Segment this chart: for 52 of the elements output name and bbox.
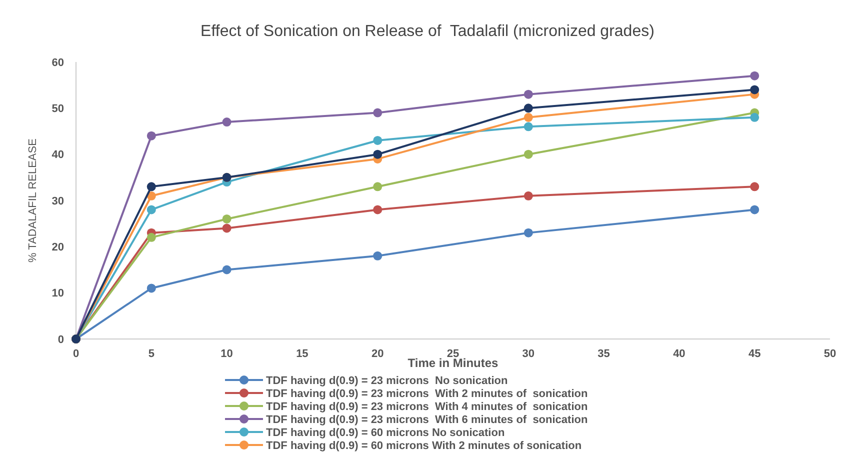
legend-label: TDF having d(0.9) = 23 microns No sonication: [266, 374, 508, 387]
point: [524, 112, 533, 122]
x-tick-label: 50: [824, 348, 836, 360]
x-tick-label: 40: [673, 348, 686, 360]
chart-title: Effect of Sonication on Release of Tadalafil (micronized grades): [200, 23, 654, 40]
y-tick-label: 50: [52, 103, 64, 116]
point: [373, 251, 382, 260]
y-tick-label: 60: [52, 56, 64, 69]
point: [524, 122, 533, 132]
legend-label: TDF having d(0.9) = 60 microns With 2 minutes of sonication: [266, 440, 582, 452]
point: [373, 205, 382, 214]
point: [524, 104, 533, 113]
legend-label: TDF having d(0.9) = 23 microns With 6 minutes of sonication: [266, 414, 588, 426]
point: [146, 182, 156, 192]
x-tick-label: 10: [220, 348, 233, 360]
x-tick-label: 0: [72, 348, 80, 360]
y-tick-label: 10: [52, 288, 64, 300]
point: [750, 182, 760, 192]
point: [222, 265, 232, 274]
y-tick-label: 0: [58, 334, 64, 346]
point: [373, 150, 382, 159]
point: [524, 191, 533, 200]
y-tick-label: 40: [52, 149, 64, 162]
y-axis-title: % TADALAFIL RELEASE: [27, 138, 39, 262]
point: [222, 224, 232, 233]
legend-label: TDF having d(0.9) = 23 microns With 4 minutes of sonication: [266, 400, 588, 413]
legend-label: TDF having d(0.9) = 23 microns With 2 minutes of sonication: [266, 388, 588, 400]
point: [373, 182, 382, 192]
point: [524, 228, 533, 238]
x-tick-label: 5: [148, 348, 154, 360]
point: [373, 136, 382, 145]
y-tick-label: 20: [52, 242, 64, 254]
y-tick-label: 30: [52, 195, 64, 208]
point: [222, 214, 232, 224]
x-tick-label: 20: [371, 348, 384, 360]
point: [524, 90, 533, 99]
point: [373, 108, 382, 118]
point: [750, 205, 760, 214]
point: [222, 118, 232, 127]
x-tick-label: 35: [598, 348, 610, 360]
point: [146, 131, 156, 140]
point: [146, 232, 156, 242]
x-tick-label: 45: [748, 348, 761, 360]
x-tick-label: 15: [296, 348, 308, 360]
legend-label: TDF having d(0.9) = 60 microns No sonication: [266, 426, 505, 439]
x-tick-label: 30: [522, 348, 535, 360]
point: [750, 112, 760, 122]
point: [750, 85, 760, 94]
point: [146, 205, 156, 214]
point: [524, 150, 533, 159]
point: [750, 71, 760, 80]
point: [146, 284, 156, 293]
